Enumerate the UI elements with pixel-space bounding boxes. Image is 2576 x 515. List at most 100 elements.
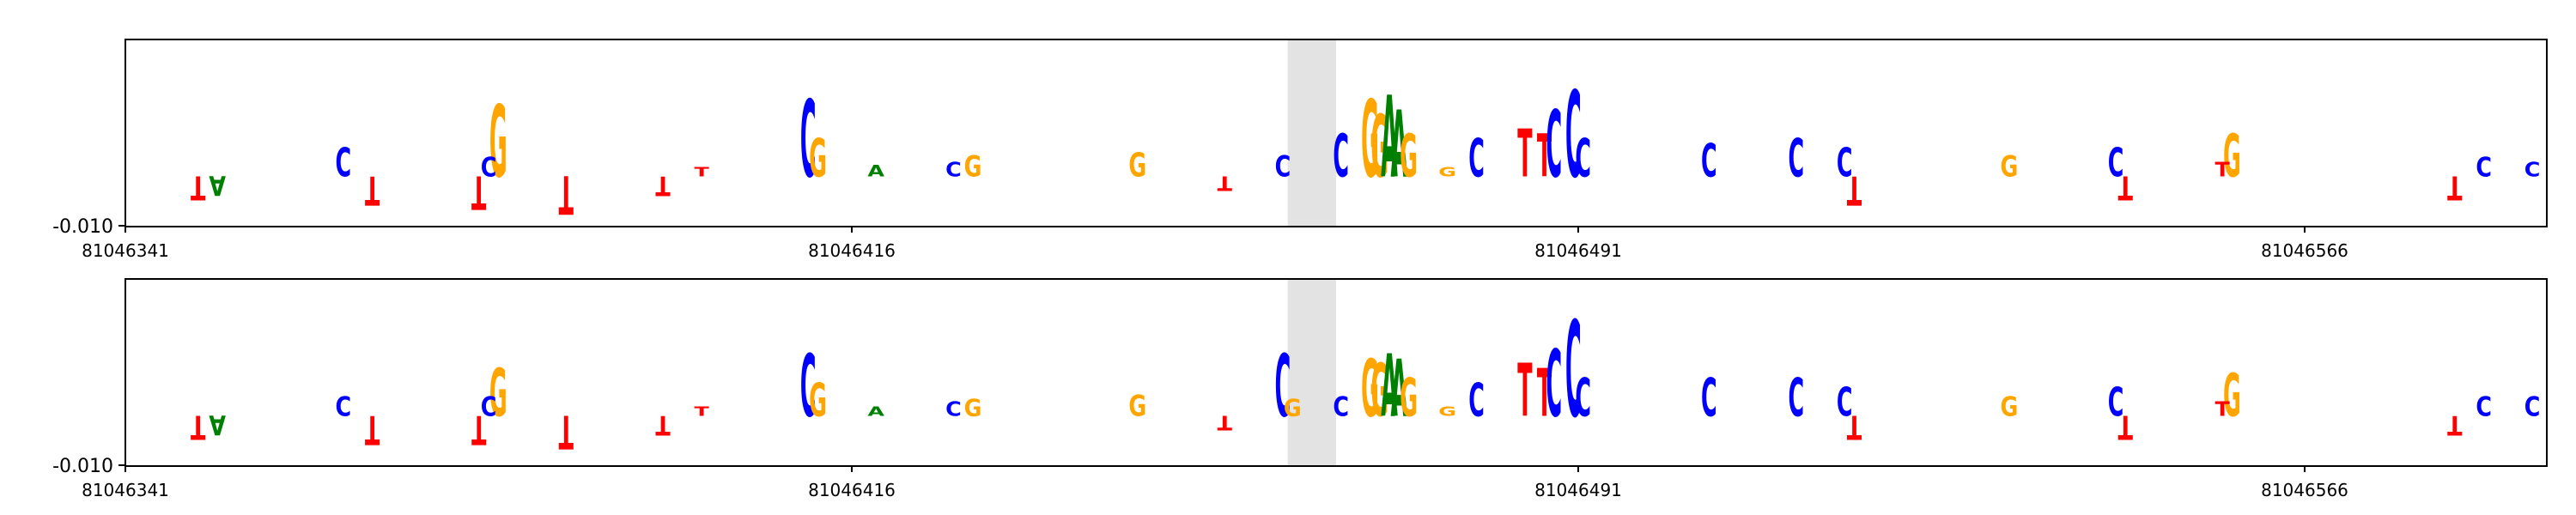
logo-letter: C (1837, 379, 1853, 425)
logo-letter: C (1546, 93, 1562, 199)
logo-letter: G (1400, 367, 1418, 429)
logo-letter: G (2223, 362, 2241, 431)
logo-letter: T (1537, 123, 1552, 191)
logo-letter: C (2108, 139, 2124, 185)
logo-letter: G (1438, 164, 1456, 179)
x-tick-label: 81046491 (1534, 240, 1622, 261)
logo-letter: T (2215, 158, 2230, 181)
y-tick-label: -0.010 (52, 456, 113, 477)
logo-letter: T (191, 168, 205, 207)
logo-letter: C (800, 79, 817, 202)
logo-letter: G (1370, 98, 1388, 197)
logo-letter: C (335, 139, 351, 185)
logo-letter: C (1701, 367, 1717, 429)
logo-letter: T (655, 409, 671, 440)
logo-letter: G (489, 85, 507, 200)
logo-letter: C (481, 391, 497, 422)
logo-letter: C (2476, 152, 2492, 183)
logo-letter: T (1517, 117, 1532, 193)
x-tick-label: 81046566 (2261, 240, 2348, 261)
logo-letter: A (867, 162, 885, 181)
logo-letter: C (1575, 367, 1591, 429)
x-tick-label: 81046566 (2261, 480, 2348, 500)
logo-letter: G (1128, 390, 1146, 424)
logo-letter: G (809, 128, 827, 190)
logo-letter: C (1546, 332, 1562, 439)
logo-letter: G (1128, 146, 1146, 185)
logo-letter: A (1390, 342, 1407, 434)
logo-letter: C (1565, 68, 1582, 205)
logo-letter: A (209, 170, 226, 201)
logo-letter: T (1218, 172, 1233, 195)
logo-letter: T (471, 166, 487, 220)
logo-letter: C (1575, 128, 1591, 190)
logo-letter: A (1381, 74, 1398, 203)
logo-letter: A (1381, 337, 1398, 437)
x-tick-label: 81046416 (808, 480, 896, 500)
logo-letter: C (335, 391, 351, 422)
logo-letter: C (2524, 158, 2541, 181)
logo-letter: T (1847, 167, 1862, 213)
logo-letter: G (1284, 394, 1302, 421)
logo-letter: C (1565, 294, 1582, 447)
logo-letter: C (1275, 150, 1291, 185)
logo-letter: T (1537, 356, 1552, 433)
logo-letter: C (1701, 133, 1717, 187)
logo-letter: G (1361, 342, 1379, 434)
x-tick-label: 81046341 (82, 480, 169, 500)
x-axis-ticks: 81046341 81046416 81046491 81046566 (82, 226, 2348, 261)
logo-letter: C (1837, 139, 1853, 185)
logo-letter: G (1370, 348, 1388, 433)
logo-letter: G (489, 356, 507, 433)
logo-letter: T (2118, 408, 2133, 446)
logo-letter: G (964, 394, 982, 421)
logo-letter: A (1391, 93, 1408, 199)
logo-letter: G (2001, 391, 2019, 422)
highlight-band (1287, 279, 1336, 466)
logo-letter: G (809, 373, 827, 427)
logo-letter: C (2476, 391, 2492, 422)
logo-letter: T (1517, 348, 1533, 433)
logo-letter: T (694, 164, 709, 179)
logo-letter: C (945, 158, 962, 181)
logo-letter: T (1847, 408, 1862, 446)
logo-letter: T (365, 167, 380, 213)
logo-letter: T (2215, 397, 2230, 421)
logo-letter: T (655, 170, 671, 201)
plot-frame (125, 39, 2548, 227)
x-axis-ticks: 81046341 81046416 81046491 81046566 (82, 465, 2348, 500)
logo-letter: T (2118, 168, 2133, 207)
logo-letter: G (2223, 123, 2241, 191)
logo-letter: C (481, 152, 497, 183)
logo-letter: T (365, 406, 380, 452)
x-tick-label: 81046416 (808, 240, 896, 261)
logo-letter: C (800, 337, 817, 437)
logo-letter: T (559, 163, 574, 225)
logo-letter: T (2447, 409, 2463, 440)
logo-letter: G (964, 150, 982, 185)
logo-letter: C (1468, 373, 1485, 427)
logo-letter: C (1333, 391, 1349, 422)
logo-letter: C (945, 397, 962, 421)
highlight-band (1287, 39, 1336, 227)
logo-letter: T (1218, 411, 1233, 434)
plot-frame (125, 278, 2548, 467)
logo-letter: T (471, 406, 487, 452)
y-tick-label: -0.010 (52, 216, 113, 238)
logo-letter: C (1788, 367, 1804, 429)
logo-letter: C (2524, 391, 2541, 422)
logo-letter: C (2108, 379, 2124, 425)
logo-letter: T (559, 405, 574, 459)
logo-letter: A (209, 409, 226, 440)
logo-letter: G (1438, 403, 1456, 419)
logo-letter: C (1468, 128, 1485, 190)
logo-letter: C (1788, 128, 1804, 190)
x-tick-label: 81046341 (82, 240, 169, 261)
logo-letter: T (2447, 168, 2462, 207)
logo-letter: A (867, 403, 885, 419)
